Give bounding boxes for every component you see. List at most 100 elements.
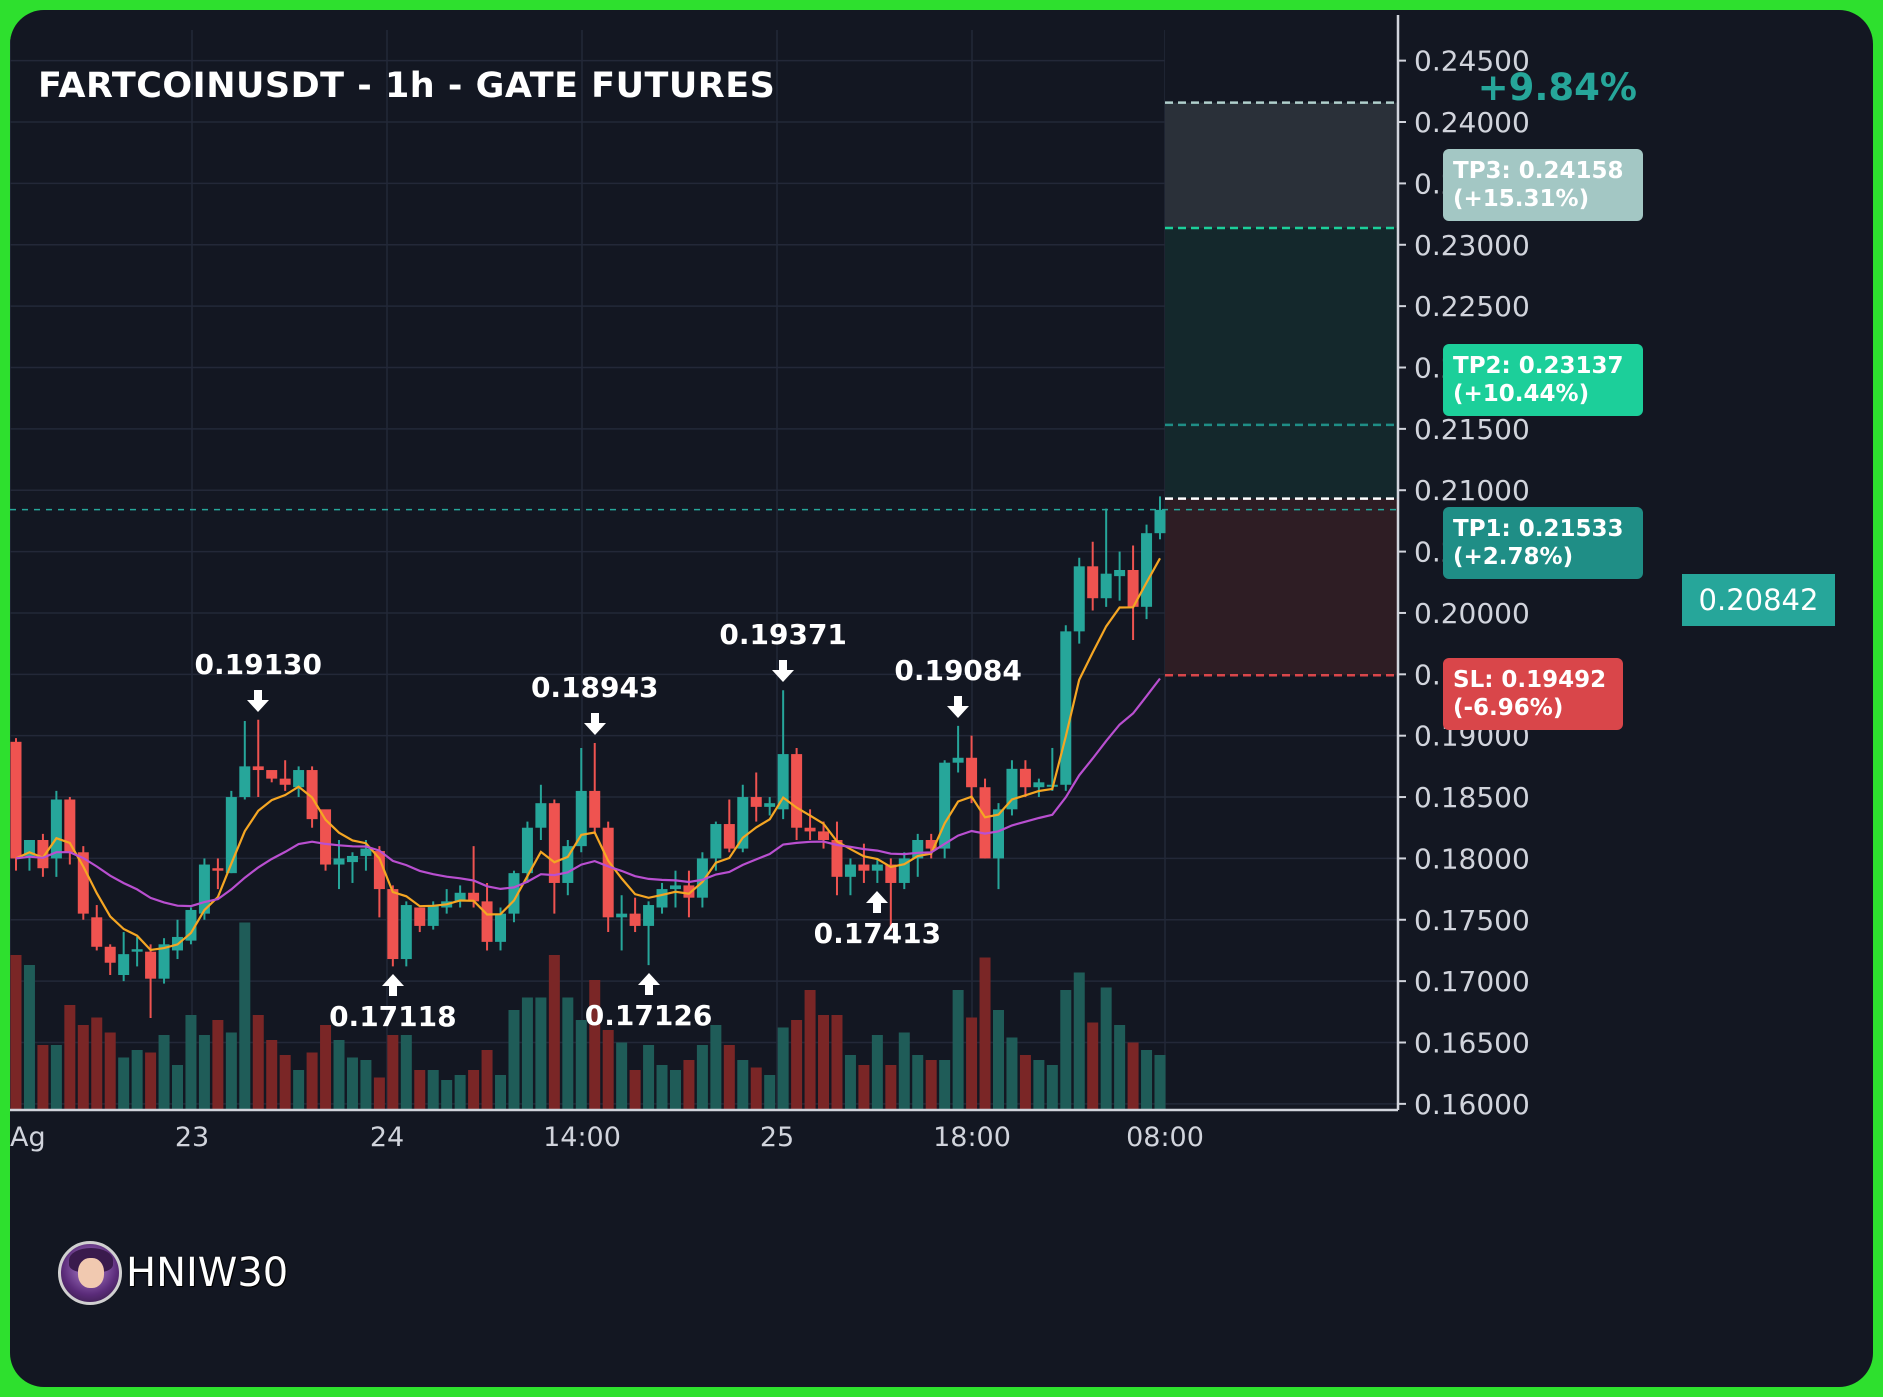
candlestick-chart[interactable]: 0.245000.240000.235000.230000.225000.220… — [10, 10, 1873, 1387]
candle-body — [1141, 533, 1153, 607]
candle-body — [1073, 566, 1085, 632]
candle-body — [346, 855, 358, 863]
candle-body — [266, 770, 278, 779]
volume-bar — [777, 1027, 789, 1110]
candle-body — [37, 840, 49, 869]
avatar — [58, 1241, 122, 1305]
volume-bar — [912, 1055, 924, 1110]
candle-body — [858, 864, 870, 871]
volume-bar — [481, 1050, 493, 1110]
candle-body — [293, 770, 305, 788]
x-axis-ticks: Ag 23 24 14:00 25 18:00 08:00 — [10, 1122, 1204, 1153]
candle-body — [158, 944, 170, 979]
candle-body — [239, 766, 251, 798]
extreme-label: 0.19130 — [194, 647, 323, 681]
volume-bar — [992, 1010, 1004, 1110]
volume-bar — [629, 1070, 641, 1110]
candle-body — [320, 809, 332, 865]
volume-bar — [589, 980, 601, 1110]
volume-bar — [737, 1060, 749, 1110]
volume-bar — [750, 1067, 762, 1110]
volume-bar — [104, 1032, 116, 1110]
volume-bar — [185, 1015, 197, 1110]
candle-body — [468, 892, 480, 902]
watermark: HNIW30 — [58, 1241, 289, 1305]
candle-body — [831, 840, 843, 877]
volume-bar — [427, 1070, 439, 1110]
tp1-label: TP1: 0.21533 (+2.78%) — [1443, 507, 1643, 579]
volume-bar — [696, 1045, 708, 1110]
candle-body — [791, 754, 803, 828]
volume-bar — [279, 1055, 291, 1110]
arrow-up-icon — [637, 973, 660, 996]
volume-bar — [360, 1060, 372, 1110]
percent-change: +9.84% — [1477, 66, 1637, 109]
volume-bar — [1033, 1060, 1045, 1110]
candle-body — [804, 827, 816, 832]
axes — [10, 15, 1400, 1112]
watermark-name: HNIW30 — [126, 1250, 289, 1296]
tp3-price: TP3: 0.24158 — [1453, 158, 1624, 184]
volume-bar — [1073, 972, 1085, 1110]
candle-body — [306, 770, 318, 820]
volume-bar — [118, 1057, 130, 1110]
volume-bar — [400, 1035, 412, 1110]
volume-bar — [764, 1075, 776, 1110]
volume-bar — [37, 1045, 49, 1110]
volume-bar — [1154, 1055, 1166, 1110]
tp1-price: TP1: 0.21533 — [1453, 516, 1624, 542]
volume-bar — [508, 1010, 520, 1110]
arrow-up-icon — [866, 890, 889, 913]
tp3-percent: (+15.31%) — [1453, 186, 1590, 212]
volume-bar — [145, 1052, 157, 1110]
level-lines — [10, 101, 1398, 677]
candle-body — [521, 827, 533, 874]
volume-bar — [77, 1025, 89, 1110]
volume-bar — [441, 1080, 453, 1110]
volume-bar — [669, 1070, 681, 1110]
volume-bar — [925, 1060, 937, 1110]
volume-bar — [844, 1055, 856, 1110]
volume-bar — [333, 1040, 345, 1110]
volume-bar — [64, 1005, 76, 1110]
volume-bar — [898, 1032, 910, 1110]
candle-body — [992, 809, 1004, 859]
candle-body — [669, 885, 681, 890]
extreme-label: 0.19084 — [894, 653, 1022, 687]
tp2-percent: (+10.44%) — [1453, 381, 1590, 407]
candle-body — [91, 917, 103, 947]
volume-bar — [818, 1015, 830, 1110]
volume-bar — [225, 1032, 237, 1110]
y-tick-label: 0.24500 — [1414, 45, 1530, 78]
candle-body — [414, 907, 426, 926]
candle-body — [508, 873, 520, 914]
volume-bar — [131, 1050, 143, 1110]
zone-stop-loss — [1165, 498, 1398, 676]
candle-body — [777, 754, 789, 810]
candle-body — [252, 766, 264, 771]
candle-body — [683, 885, 695, 898]
volume-bar — [710, 1025, 722, 1110]
volume-bar — [683, 1060, 695, 1110]
volume-bar — [306, 1052, 318, 1110]
candle-body — [77, 852, 89, 914]
volume-bar — [495, 1075, 507, 1110]
candle-body — [104, 946, 116, 963]
volume-bar — [373, 1077, 385, 1110]
y-tick-label: 0.16500 — [1414, 1027, 1530, 1060]
current-price-tag: 0.20842 — [1682, 574, 1835, 626]
candle-body — [643, 905, 655, 926]
candle-body — [1154, 509, 1166, 534]
volume-bar — [831, 1015, 843, 1110]
candle-body — [764, 803, 776, 807]
candle-body — [710, 824, 722, 859]
zone-tp2-tp1 — [1165, 227, 1398, 499]
y-tick-label: 0.20000 — [1414, 597, 1530, 630]
volume-bar — [602, 1030, 614, 1110]
volume-bar — [91, 1017, 103, 1110]
candle-body — [1087, 566, 1099, 599]
extreme-label: 0.18943 — [530, 671, 659, 705]
x-tick-label: 24 — [370, 1122, 404, 1153]
volume-bar — [252, 1015, 264, 1110]
candle-body — [131, 949, 143, 952]
